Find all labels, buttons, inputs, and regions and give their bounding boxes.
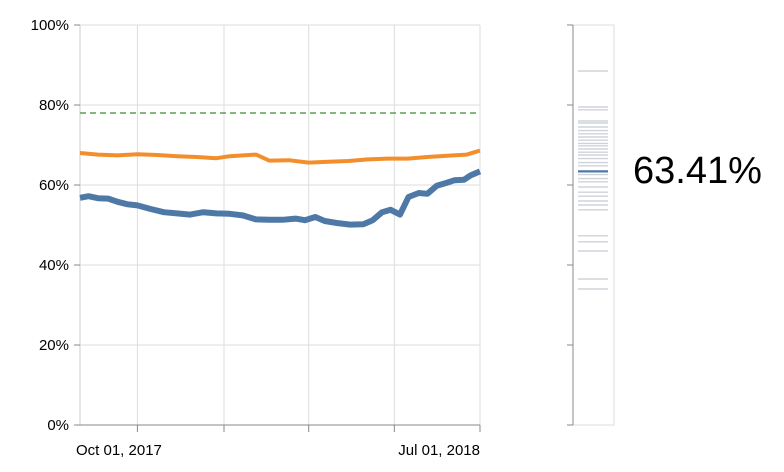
y-tick-label: 0% — [47, 417, 69, 434]
strip-chart: 63.41% — [567, 24, 762, 426]
axis-layer: 0% 20% 40% 60% 80% 100% Oct 01, 2017 Jul 01, 20… — [31, 17, 481, 459]
grid-layer — [79, 24, 481, 426]
series-line-2 — [79, 148, 481, 165]
y-tick-label: 40% — [39, 257, 69, 274]
series-layer — [79, 148, 482, 228]
strip-layer — [567, 24, 615, 426]
y-tick-label: 20% — [39, 337, 69, 354]
y-tick-label: 60% — [39, 177, 69, 194]
y-tick-label: 100% — [31, 17, 69, 34]
x-tick-label: Jul 01, 2018 — [398, 442, 480, 459]
highlight-value-label: 63.41% — [633, 150, 762, 192]
series-line-1 — [79, 168, 482, 228]
strip-frame — [572, 24, 615, 426]
y-tick-label: 80% — [39, 97, 69, 114]
line-chart: 0% 20% 40% 60% 80% 100% Oct 01, 2017 Jul 01, 20… — [31, 17, 482, 459]
x-tick-label: Oct 01, 2017 — [76, 442, 162, 459]
